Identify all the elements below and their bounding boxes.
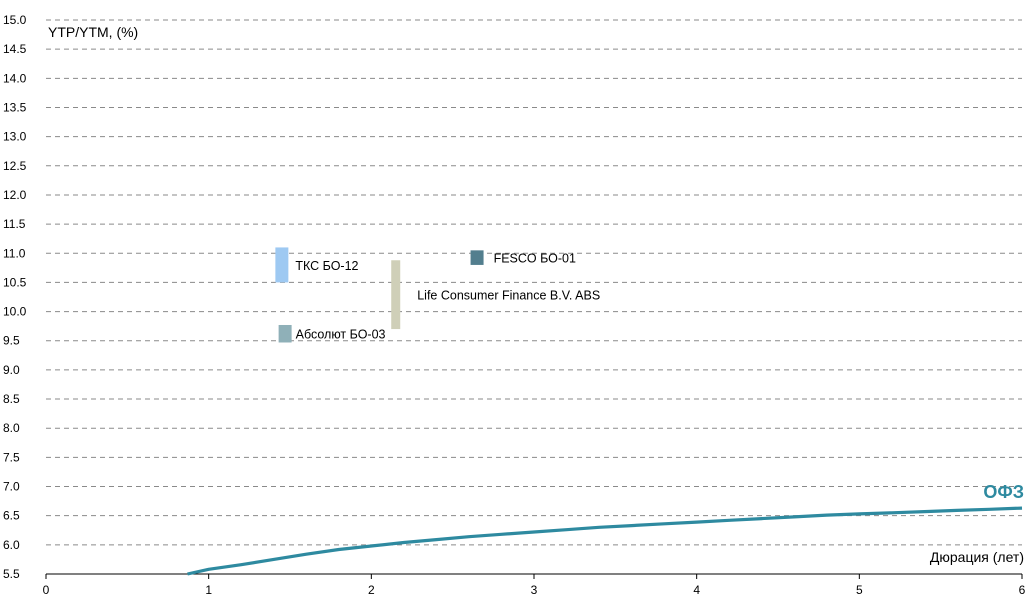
y-tick-label: 6.0 xyxy=(3,538,20,552)
y-tick-label: 11.5 xyxy=(3,217,26,231)
bond-bar xyxy=(470,250,484,265)
y-axis-ticks: 5.5 6.0 6.5 7.0 7.5 8.0 8.5 9.0 9.5 10.0 10.5 11.0 1… xyxy=(3,13,27,581)
x-tick-label: 6 xyxy=(1019,583,1026,597)
x-tick-label: 3 xyxy=(531,583,538,597)
x-axis-title: Дюрация (лет) xyxy=(930,549,1024,565)
y-tick-label: 13.5 xyxy=(3,100,27,114)
y-tick-label: 7.5 xyxy=(3,450,20,464)
y-tick-label: 12.5 xyxy=(3,159,27,173)
bond-bars: ТКС БО-12 Абсолют БО-03 Life Consumer Fina… xyxy=(275,247,600,343)
bond-label: ТКС БО-12 xyxy=(295,259,358,273)
x-tick-label: 0 xyxy=(43,583,50,597)
y-tick-label: 10.5 xyxy=(3,275,27,289)
bond-bar xyxy=(278,324,292,343)
x-tick-label: 4 xyxy=(693,583,700,597)
x-axis-ticks: 0 1 2 3 4 5 6 xyxy=(43,574,1026,597)
y-tick-label: 11.0 xyxy=(3,246,26,260)
y-axis-title: YTP/YTM, (%) xyxy=(48,24,138,40)
bond-label: Life Consumer Finance B.V. ABS xyxy=(417,289,600,303)
y-tick-label: 10.0 xyxy=(3,305,27,319)
y-tick-label: 5.5 xyxy=(3,567,20,581)
y-tick-label: 14.5 xyxy=(3,42,27,56)
y-tick-label: 13.0 xyxy=(3,130,27,144)
bond-bar xyxy=(275,247,289,283)
grid xyxy=(46,19,1022,546)
y-tick-label: 9.5 xyxy=(3,334,20,348)
y-tick-label: 8.5 xyxy=(3,392,20,406)
x-tick-label: 1 xyxy=(205,583,212,597)
ofz-curve xyxy=(187,506,1023,576)
y-tick-label: 7.0 xyxy=(3,480,20,494)
y-tick-label: 6.5 xyxy=(3,509,20,523)
y-tick-label: 9.0 xyxy=(3,363,20,377)
bond-label: FESCO БО-01 xyxy=(494,252,576,266)
x-tick-label: 5 xyxy=(856,583,863,597)
y-tick-label: 14.0 xyxy=(3,71,27,85)
y-tick-label: 12.0 xyxy=(3,188,27,202)
ofz-series-label: ОФЗ xyxy=(983,482,1024,502)
y-tick-label: 8.0 xyxy=(3,421,20,435)
bond-label: Абсолют БО-03 xyxy=(296,328,386,342)
y-tick-label: 15.0 xyxy=(3,13,27,27)
bond-bar xyxy=(391,260,401,330)
x-tick-label: 2 xyxy=(368,583,375,597)
